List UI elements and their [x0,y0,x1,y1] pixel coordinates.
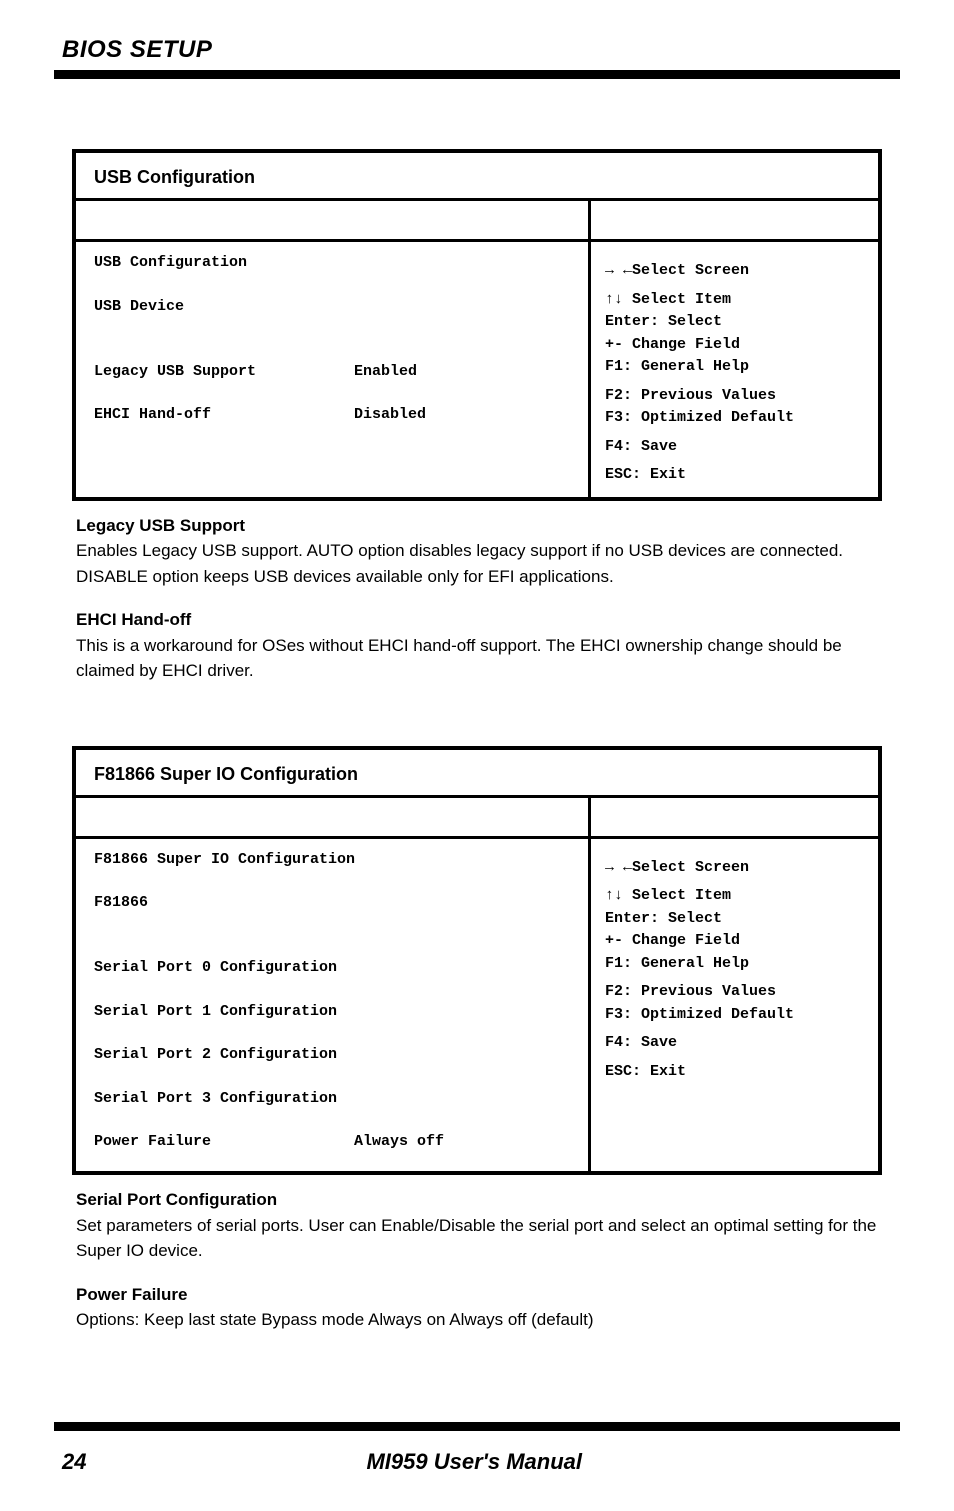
desc-block-usb: Legacy USB Support Enables Legacy USB su… [76,513,878,684]
bios-table-sio: F81866 Super IO Configuration F81866 Sup… [72,746,882,1176]
desc-paragraph: This is a workaround for OSes without EH… [76,633,878,684]
cfg-label: Serial Port 0 Configuration [94,957,354,979]
desc-block-sio: Serial Port Configuration Set parameters… [76,1187,878,1333]
bios-body-row: USB Configuration USB Device Legacy USB … [76,242,878,497]
help-line: F1: General Help [605,953,866,976]
help-line: F4: Save [605,1032,866,1055]
cfg-label: EHCI Hand-off [94,404,354,426]
footer-row: 24 MI959 User's Manual [54,1449,900,1475]
subtitle-text: USB Configuration [94,167,255,187]
page-content: USB Configuration USB Configuration USB … [0,79,954,1333]
help-line: → ←Select Screen [605,260,866,283]
desc-title: Legacy USB Support [76,513,878,539]
desc-paragraph: Set parameters of serial ports. User can… [76,1213,878,1264]
bios-top-left [76,798,588,836]
bios-left-panel: F81866 Super IO Configuration F81866 Ser… [76,839,588,1172]
help-line: → ←Select Screen [605,857,866,880]
bios-subtitle-usb: USB Configuration [76,153,878,201]
help-line: ↑↓ Select Item [605,289,866,312]
bios-subtitle-sio: F81866 Super IO Configuration [76,750,878,798]
cfg-label: USB Configuration [94,252,354,274]
desc-title: Serial Port Configuration [76,1187,878,1213]
bios-top-row [76,798,878,839]
help-line: F2: Previous Values [605,385,866,408]
desc-paragraph: Options: Keep last state Bypass mode Alw… [76,1307,878,1333]
page-number: 24 [62,1449,86,1475]
bios-help-panel: → ←Select Screen ↑↓ Select Item Enter: S… [588,242,878,497]
bios-top-row [76,201,878,242]
cfg-value: Disabled [354,404,426,426]
help-line: F1: General Help [605,356,866,379]
cfg-value: Always off [354,1131,444,1153]
bios-top-right [588,201,878,239]
manual-title: MI959 User's Manual [86,1449,862,1475]
header-title: BIOS SETUP [62,36,954,64]
help-line: +- Change Field [605,930,866,953]
subtitle-text: F81866 Super IO Configuration [94,764,358,784]
bios-table-usb: USB Configuration USB Configuration USB … [72,149,882,501]
help-line: ESC: Exit [605,1061,866,1084]
help-line: F3: Optimized Default [605,1004,866,1027]
cfg-label: Serial Port 2 Configuration [94,1044,354,1066]
bios-help-panel: → ←Select Screen ↑↓ Select Item Enter: S… [588,839,878,1172]
help-line: Enter: Select [605,908,866,931]
help-line: ↑↓ Select Item [605,885,866,908]
cfg-label: Serial Port 3 Configuration [94,1088,354,1110]
help-line: Enter: Select [605,311,866,334]
desc-paragraph: Enables Legacy USB support. AUTO option … [76,538,878,589]
header-underline [54,70,900,79]
page-footer: 24 MI959 User's Manual [54,1422,900,1475]
help-line: F3: Optimized Default [605,407,866,430]
cfg-label: USB Device [94,296,354,318]
bios-top-left [76,201,588,239]
help-line: +- Change Field [605,334,866,357]
cfg-label: F81866 [94,892,354,914]
cfg-label: Power Failure [94,1131,354,1153]
cfg-label: F81866 Super IO Configuration [94,849,354,871]
desc-title: EHCI Hand-off [76,607,878,633]
bios-top-right [588,798,878,836]
cfg-value: Enabled [354,361,417,383]
cfg-label: Serial Port 1 Configuration [94,1001,354,1023]
bios-body-row: F81866 Super IO Configuration F81866 Ser… [76,839,878,1172]
cfg-label: Legacy USB Support [94,361,354,383]
footer-line [54,1422,900,1431]
bios-left-panel: USB Configuration USB Device Legacy USB … [76,242,588,497]
desc-title: Power Failure [76,1282,878,1308]
help-line: ESC: Exit [605,464,866,487]
help-line: F2: Previous Values [605,981,866,1004]
help-line: F4: Save [605,436,866,459]
